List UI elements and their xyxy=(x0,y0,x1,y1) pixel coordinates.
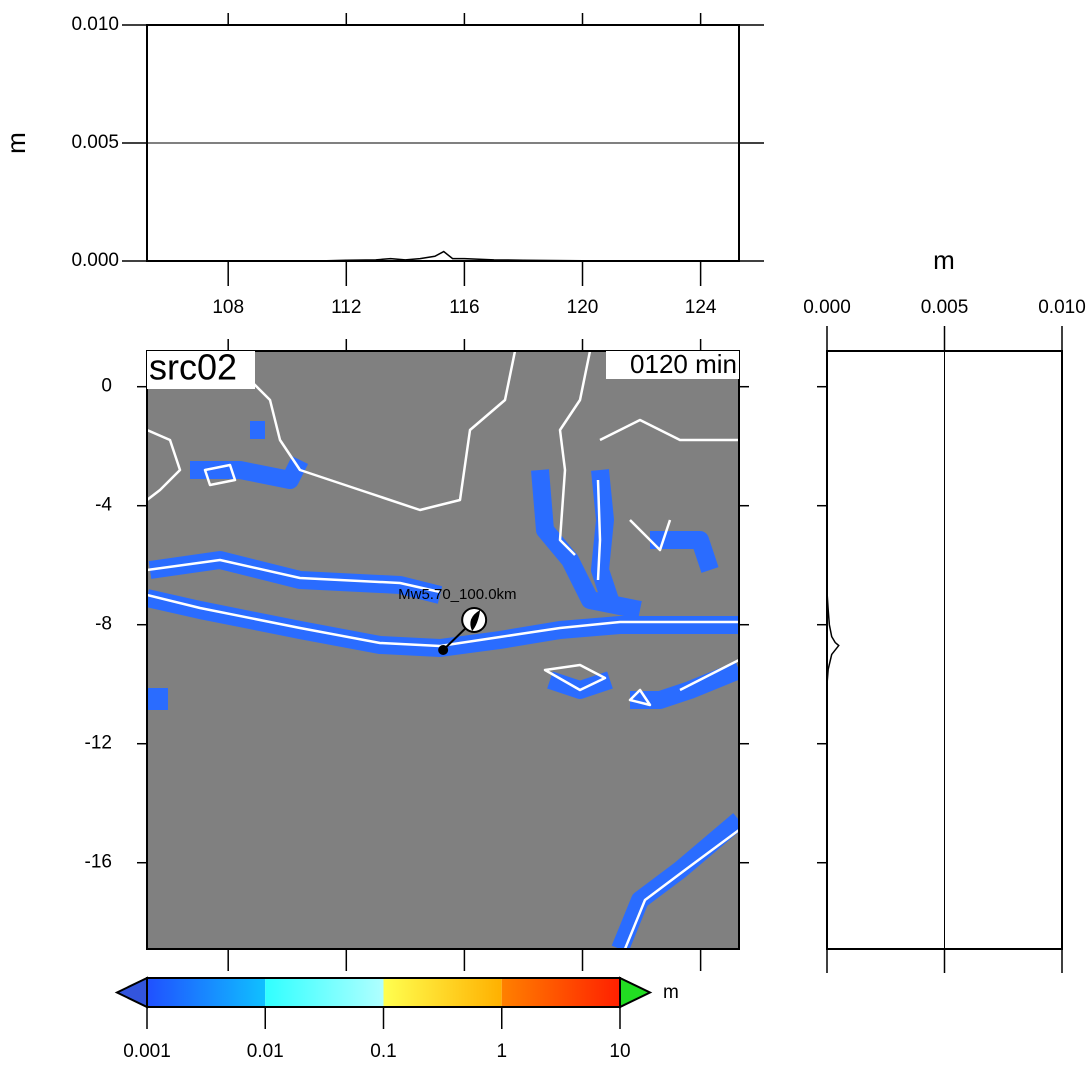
coastline xyxy=(147,351,739,949)
label-box xyxy=(606,351,739,379)
x-tick-label: 0.005 xyxy=(921,297,969,318)
x-tick-label: 124 xyxy=(685,297,717,318)
y-tick-label: 0.005 xyxy=(71,132,119,153)
x-tick-label: 108 xyxy=(212,297,244,318)
y-tick-label: -16 xyxy=(85,852,112,873)
y-tick-label: 0.010 xyxy=(71,14,119,35)
y-axis-label: m xyxy=(1,132,31,154)
colorbar-segment xyxy=(265,978,384,1007)
event-label: Mw5.70_100.0km xyxy=(398,586,516,603)
x-tick-label: 112 xyxy=(331,297,361,318)
label-box xyxy=(147,351,255,389)
colorbar-tick-label: 10 xyxy=(609,1041,630,1062)
colorbar-tick-label: 1 xyxy=(496,1041,507,1062)
colorbar-tick-label: 0.001 xyxy=(123,1041,171,1062)
colorbar-tick-label: 0.1 xyxy=(370,1041,396,1062)
colorbar-over xyxy=(619,976,653,1009)
profile-line xyxy=(826,591,840,685)
colorbar-segment xyxy=(383,978,502,1007)
x-axis-label: m xyxy=(933,245,955,275)
x-tick-label: 116 xyxy=(449,297,479,318)
colorbar-tick-label: 0.01 xyxy=(247,1041,284,1062)
y-tick-label: -4 xyxy=(95,495,112,516)
map-frame xyxy=(146,350,740,950)
time-label: 0120 min xyxy=(630,349,737,379)
map-title: src02 xyxy=(149,347,237,388)
wave-band xyxy=(147,421,739,949)
x-tick-label: 0.000 xyxy=(803,297,851,318)
x-tick-label: 120 xyxy=(567,297,599,318)
epicenter xyxy=(438,645,449,655)
colorbar-segment xyxy=(147,978,266,1007)
y-tick-label: 0.000 xyxy=(71,250,119,271)
colorbar-under xyxy=(114,976,148,1009)
beachball-quadrant xyxy=(470,609,481,631)
colorbar-unit: m xyxy=(663,982,679,1003)
y-tick-label: 0 xyxy=(101,376,112,397)
y-tick-label: -8 xyxy=(95,614,112,635)
coastlines xyxy=(147,351,739,949)
colorbar-segment xyxy=(501,978,620,1007)
profile-line xyxy=(287,250,598,262)
y-tick-label: -12 xyxy=(85,733,112,754)
x-tick-label: 0.010 xyxy=(1038,297,1086,318)
